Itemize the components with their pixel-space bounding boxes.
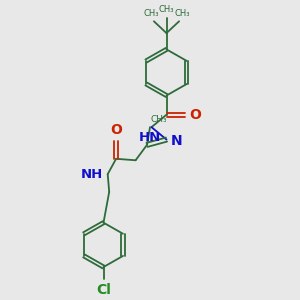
- Text: CH₃: CH₃: [151, 115, 167, 124]
- Text: HN: HN: [139, 131, 161, 144]
- Text: CH₃: CH₃: [143, 9, 159, 18]
- Text: O: O: [110, 123, 122, 137]
- Text: NH: NH: [80, 168, 103, 181]
- Text: N: N: [171, 134, 182, 148]
- Text: CH₃: CH₃: [159, 5, 174, 14]
- Text: Cl: Cl: [96, 283, 111, 297]
- Text: CH₃: CH₃: [174, 9, 190, 18]
- Text: O: O: [189, 108, 201, 122]
